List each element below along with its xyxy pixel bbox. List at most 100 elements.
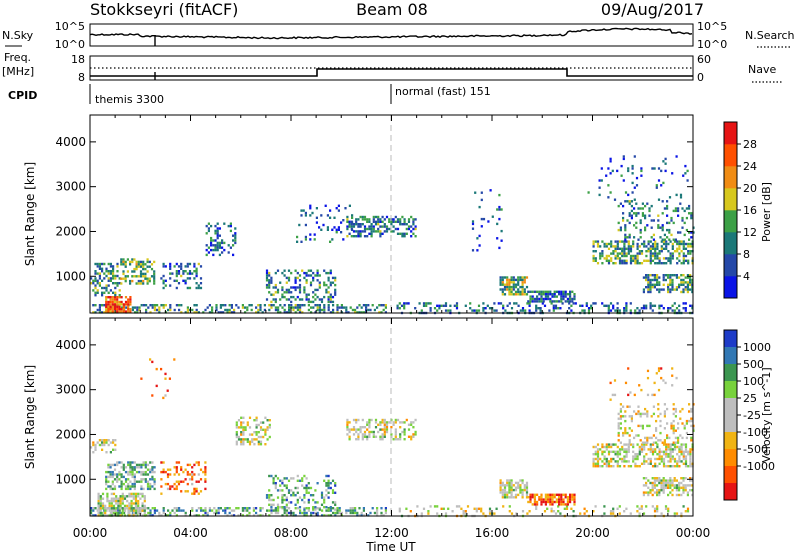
scatter-cell-0-9 <box>581 309 584 312</box>
scatter-cell-0-13 <box>636 245 639 248</box>
scatter-cell-1-13 <box>645 491 648 494</box>
scatter-cell-1-13 <box>673 479 676 482</box>
scatter-cell-1-11 <box>669 457 672 461</box>
scatter-cell-0-14 <box>657 226 660 229</box>
colorbar-swatch <box>724 188 737 211</box>
scatter-cell-1-0 <box>376 514 379 517</box>
scatter-cell-1-3 <box>166 482 170 486</box>
scatter-cell-1-11 <box>616 462 619 465</box>
scatter-cell-1-11 <box>684 460 688 463</box>
scatter-cell-0-14 <box>633 212 636 215</box>
scatter-cell-1-0 <box>230 514 233 517</box>
scatter-cell-1-11 <box>665 453 668 456</box>
scatter-cell-0-13 <box>654 250 657 253</box>
scatter-cell-1-6 <box>285 484 288 487</box>
scatter-cell-1-6 <box>303 486 306 490</box>
scatter-cell-0-5 <box>216 229 219 233</box>
scatter-cell-1-1 <box>130 504 133 508</box>
scatter-cell-0-9 <box>449 309 452 312</box>
scatter-cell-1-0 <box>362 514 365 517</box>
scatter-cell-0-15 <box>684 281 687 284</box>
scatter-cell-0-12 <box>538 300 541 303</box>
scatter-cell-0-6 <box>327 276 330 280</box>
scatter-cell-1-8 <box>557 505 560 508</box>
scatter-cell-0-13 <box>645 245 648 248</box>
scatter-cell-0-0 <box>327 304 330 307</box>
scatter-cell-0-12 <box>533 290 536 293</box>
scatter-cell-0-15 <box>656 281 659 284</box>
scatter-cell-0-13 <box>660 247 663 250</box>
scatter-cell-0-13 <box>592 254 595 258</box>
scatter-cell-1-1 <box>99 495 102 498</box>
scatter-cell-1-0 <box>252 509 255 512</box>
scatter-cell-1-11 <box>689 462 692 465</box>
scatter-cell-1-2 <box>149 468 152 471</box>
scatter-cell-1-3 <box>164 470 167 474</box>
scatter-cell-1-15 <box>671 367 674 370</box>
scatter-cell-1-6 <box>292 491 295 494</box>
scatter-cell-1-0 <box>257 514 260 517</box>
scatter-cell-0-0 <box>230 311 233 314</box>
scatter-cell-0-9 <box>607 309 610 312</box>
scatter-cell-0-6 <box>265 298 269 301</box>
scatter-cell-0-10 <box>498 208 501 211</box>
scatter-cell-0-5 <box>216 244 219 247</box>
scatter-cell-0-13 <box>684 242 688 246</box>
scatter-cell-0-6 <box>334 279 337 282</box>
scatter-cell-0-15 <box>664 274 667 277</box>
scatter-cell-0-6 <box>331 300 335 304</box>
scatter-cell-0-5 <box>212 239 215 242</box>
scatter-cell-0-7 <box>351 214 354 217</box>
scatter-cell-0-13 <box>649 240 652 243</box>
scatter-cell-1-11 <box>684 443 688 446</box>
scatter-cell-0-0 <box>147 306 150 309</box>
scatter-cell-0-3 <box>148 260 151 264</box>
scatter-cell-1-6 <box>279 479 282 482</box>
scatter-cell-1-12 <box>639 439 642 442</box>
scatter-cell-1-7 <box>368 426 371 429</box>
scatter-cell-0-3 <box>122 260 125 264</box>
scatter-cell-1-13 <box>691 477 694 480</box>
scatter-cell-1-11 <box>678 445 681 449</box>
scatter-cell-1-12 <box>672 424 675 428</box>
scatter-cell-0-15 <box>689 278 692 282</box>
scatter-cell-0-12 <box>560 300 563 303</box>
scatter-cell-0-8 <box>392 230 395 233</box>
scatter-cell-0-13 <box>658 262 661 265</box>
scatter-cell-1-2 <box>109 470 112 474</box>
scatter-cell-1-11 <box>676 445 679 449</box>
scatter-cell-1-1 <box>97 511 100 515</box>
scatter-cell-1-3 <box>204 470 207 474</box>
scatter-cell-0-4 <box>197 262 200 266</box>
scatter-cell-1-11 <box>625 450 628 453</box>
scatter-cell-1-0 <box>354 511 357 515</box>
scatter-cell-1-0 <box>376 509 379 512</box>
scatter-cell-0-9 <box>682 307 685 310</box>
scatter-cell-1-9 <box>519 486 522 489</box>
scatter-cell-1-0 <box>288 507 291 510</box>
scatter-cell-1-11 <box>669 465 672 468</box>
scatter-cell-0-15 <box>662 283 665 286</box>
scatter-cell-0-5 <box>212 248 215 252</box>
scatter-cell-1-6 <box>274 474 277 478</box>
scatter-cell-1-7 <box>401 430 404 434</box>
scatter-cell-0-14 <box>688 238 691 241</box>
scatter-cell-1-6 <box>296 479 299 482</box>
scatter-cell-1-12 <box>672 441 675 444</box>
scatter-cell-1-11 <box>640 445 644 449</box>
scatter-cell-0-15 <box>647 276 650 279</box>
scatter-cell-0-4 <box>199 282 203 285</box>
scatter-cell-0-10 <box>474 191 477 194</box>
scatter-cell-1-5 <box>94 443 97 447</box>
scatter-cell-0-8 <box>374 230 378 233</box>
scatter-cell-0-13 <box>667 242 670 246</box>
scatter-cell-1-8 <box>416 505 419 508</box>
scatter-cell-1-11 <box>636 453 639 456</box>
scatter-cell-0-13 <box>607 262 611 265</box>
scatter-cell-1-0 <box>136 514 139 517</box>
scatter-cell-1-0 <box>351 509 354 512</box>
scatter-cell-1-8 <box>451 510 454 513</box>
scatter-cell-0-6 <box>298 298 302 301</box>
scatter-cell-1-3 <box>191 470 194 474</box>
colorbar-tick-label: 16 <box>743 204 757 217</box>
